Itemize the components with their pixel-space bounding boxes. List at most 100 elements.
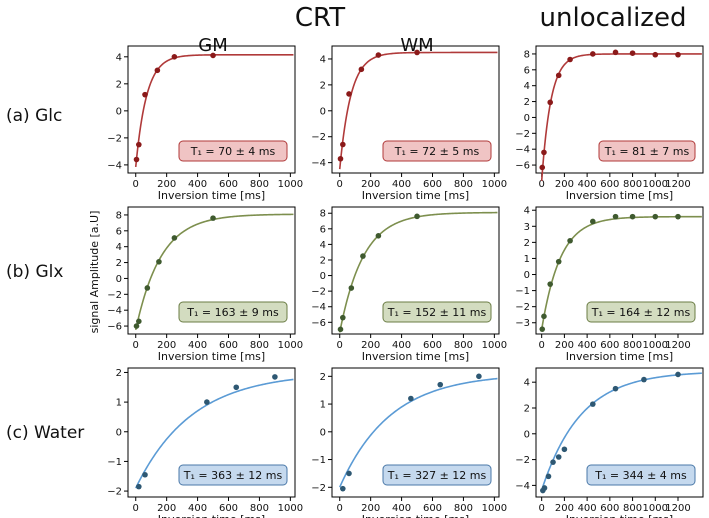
x-tick-label: 600	[219, 503, 238, 514]
y-tick-label: 1	[320, 400, 326, 411]
t1-annotation-box	[178, 301, 288, 323]
row-label-glc: (a) Glc	[6, 106, 62, 126]
data-point	[590, 218, 596, 225]
y-tick-label: 6	[116, 226, 122, 237]
t1-annotation: T₁ = 363 ± 12 ms	[183, 469, 283, 482]
data-point	[210, 52, 216, 59]
data-point	[612, 385, 619, 392]
data-point	[547, 99, 554, 106]
data-point	[340, 485, 346, 492]
y-tick-label: 8	[524, 49, 530, 60]
x-tick-label: 600	[423, 340, 442, 351]
y-tick-label: 6	[524, 65, 530, 76]
x-tick-label: 200	[361, 179, 380, 190]
data-point	[414, 213, 420, 220]
data-point	[567, 56, 573, 63]
data-point	[233, 384, 240, 391]
t1-annotation: T₁ = 152 ± 11 ms	[387, 306, 487, 319]
x-tick-label: 200	[157, 503, 176, 514]
data-point	[348, 285, 355, 291]
x-tick-label: 800	[250, 503, 269, 514]
y-tick-label: 2	[320, 80, 326, 91]
data-point	[272, 374, 278, 380]
panel-water-gm-frame	[127, 367, 296, 498]
data-point	[210, 215, 216, 221]
data-point	[171, 235, 178, 241]
panel-water-unlocalized-frame	[535, 367, 704, 498]
x-tick-label: 600	[423, 503, 442, 514]
t1-annotation-box	[178, 464, 288, 486]
y-tick-label: −2	[107, 487, 122, 498]
x-tick-label: 1000	[482, 179, 507, 190]
y-tick-label: 1	[116, 398, 122, 409]
t1-annotation-box	[598, 140, 696, 162]
x-tick-label: 1000	[482, 340, 507, 351]
x-tick-label: 1200	[665, 179, 690, 190]
header-crt: CRT	[295, 3, 345, 33]
y-tick-label: −6	[311, 318, 326, 329]
data-point	[629, 213, 636, 220]
panel-glx-unlocalized-frame	[535, 206, 704, 335]
x-tick-label: 800	[454, 503, 473, 514]
x-tick-label: 600	[600, 340, 619, 351]
data-point	[476, 373, 482, 380]
data-point	[133, 156, 140, 163]
t1-annotation: T₁ = 70 ± 4 ms	[190, 145, 276, 158]
panel-water-wm: 0 200 400 600 800 1000 −2 −1 0 1 2 Inversion time […	[311, 367, 507, 518]
y-tick-label: −4	[107, 160, 122, 171]
x-tick-label: 800	[454, 179, 473, 190]
x-tick-label: 600	[423, 179, 442, 190]
x-tick-label: 400	[188, 340, 207, 351]
y-tick-label: 2	[116, 368, 122, 379]
x-tick-label: 1200	[665, 503, 690, 514]
data-point	[555, 454, 562, 460]
x-tick-label: 400	[578, 340, 597, 351]
y-tick-label: 6	[320, 224, 326, 235]
y-tick-label: 4	[524, 206, 530, 217]
x-tick-label: 0	[538, 340, 544, 351]
data-point	[541, 485, 548, 491]
x-tick-label: 200	[361, 503, 380, 514]
t1-annotation-box	[586, 301, 696, 323]
fit-curve	[135, 378, 294, 489]
fit-curve	[540, 215, 702, 330]
x-tick-label: 200	[157, 179, 176, 190]
data-point	[590, 51, 596, 57]
y-tick-label: 8	[116, 210, 122, 221]
x-axis-label: Inversion time [ms]	[362, 513, 469, 518]
y-tick-label: 0	[524, 270, 530, 281]
y-tick-label: 8	[320, 209, 326, 220]
x-tick-label: 400	[188, 503, 207, 514]
y-tick-label: −2	[107, 290, 122, 301]
x-tick-label: 200	[555, 503, 574, 514]
panel-glx-wm-frame	[331, 206, 500, 335]
data-point	[142, 91, 148, 98]
y-tick-label: 2	[116, 79, 122, 90]
x-tick-label: 600	[219, 179, 238, 190]
data-point	[375, 233, 382, 239]
y-tick-label: 4	[116, 242, 122, 253]
x-tick-label: 1200	[665, 340, 690, 351]
y-tick-label: 2	[116, 258, 122, 269]
data-point	[612, 213, 619, 220]
t1-annotation-box	[382, 140, 492, 162]
y-tick-label: −2	[311, 287, 326, 298]
data-point	[612, 49, 619, 56]
data-point	[541, 313, 547, 320]
y-tick-label: −4	[515, 145, 530, 156]
data-point	[171, 54, 178, 60]
t1-annotation: T₁ = 72 ± 5 ms	[394, 145, 480, 158]
y-tick-label: 3	[524, 222, 530, 233]
y-tick-label: 4	[320, 240, 326, 251]
x-tick-label: 800	[454, 340, 473, 351]
panel-glx-gm: 0 200 400 600 800 1000 −6 −4 −2 0 2 4 6 8 Inversion ti…	[107, 206, 303, 363]
y-tick-label: −6	[515, 161, 530, 172]
panel-glx-wm: 0 200 400 600 800 1000 −6 −4 −2 0 2 4 6 8 Inversion ti…	[311, 206, 507, 363]
data-point	[337, 326, 344, 333]
data-point	[652, 213, 659, 220]
x-axis-label: Inversion time [ms]	[158, 189, 265, 202]
x-tick-label: 1000	[278, 340, 303, 351]
